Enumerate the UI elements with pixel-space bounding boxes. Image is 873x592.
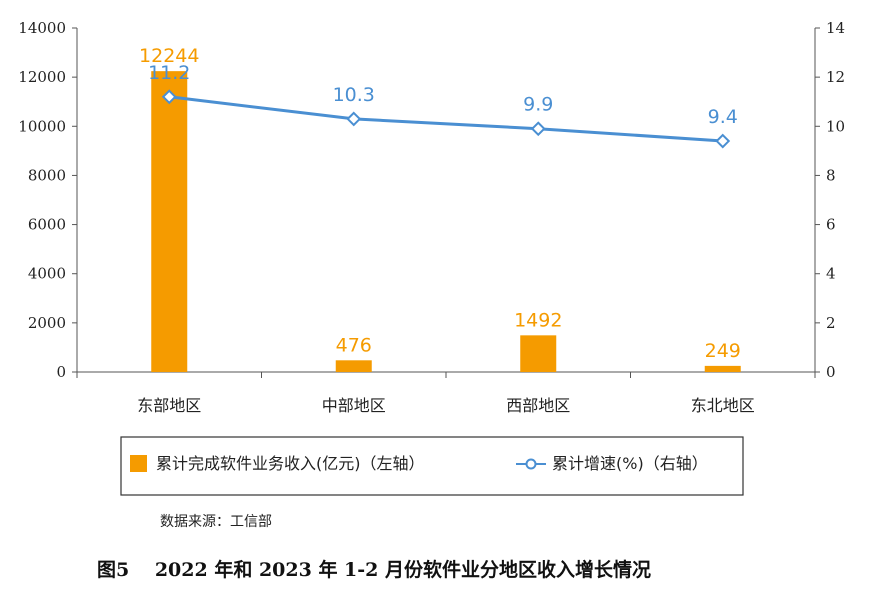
line-series — [161, 89, 731, 149]
left-axis-ticks: 0 2000 4000 6000 8000 10000 12000 14000 — [18, 19, 77, 381]
left-tick-label: 12000 — [18, 68, 66, 86]
left-tick-label: 10000 — [18, 117, 66, 135]
right-tick-label: 12 — [826, 68, 845, 86]
line-value-label: 11.2 — [148, 62, 190, 84]
legend-line-marker — [525, 458, 537, 470]
line-point-marker — [346, 111, 362, 127]
right-tick-label: 10 — [826, 117, 845, 135]
growth-line — [169, 95, 723, 143]
right-tick-label: 6 — [826, 216, 836, 234]
right-tick-label: 4 — [826, 265, 836, 283]
category-label: 中部地区 — [322, 396, 386, 415]
line-value-label: 9.4 — [708, 106, 738, 128]
left-tick-label: 8000 — [28, 166, 66, 184]
figure-caption: 图5 2022 年和 2023 年 1-2 月份软件业分地区收入增长情况 — [97, 558, 651, 581]
bar — [151, 71, 188, 372]
legend-line-label: 累计增速(%)（右轴） — [552, 454, 708, 473]
bar — [704, 365, 741, 372]
line-data-labels: 11.2 10.3 9.9 9.4 — [148, 62, 738, 128]
line-point-marker — [161, 89, 177, 105]
right-tick-label: 2 — [826, 314, 836, 332]
legend: 累计完成软件业务收入(亿元)（左轴） 累计增速(%)（右轴） — [120, 436, 744, 496]
line-point-marker — [715, 133, 731, 149]
source-note: 数据来源：工信部 — [160, 514, 272, 530]
left-tick-label: 0 — [56, 363, 66, 381]
bar — [335, 360, 372, 372]
right-tick-label: 14 — [826, 19, 845, 37]
left-tick-label: 4000 — [28, 265, 66, 283]
line-value-label: 10.3 — [333, 84, 375, 106]
category-label: 东北地区 — [691, 396, 755, 415]
bar — [520, 335, 557, 372]
left-tick-label: 6000 — [28, 216, 66, 234]
line-point-marker — [530, 121, 546, 137]
bar-value-label: 1492 — [514, 309, 562, 331]
category-label: 东部地区 — [137, 396, 201, 415]
bar-series — [151, 71, 741, 372]
left-tick-label: 14000 — [18, 19, 66, 37]
legend-bar-label: 累计完成软件业务收入(亿元)（左轴） — [156, 454, 425, 473]
bar-data-labels: 12244 476 1492 249 — [139, 45, 741, 362]
bar-value-label: 12244 — [139, 45, 199, 67]
right-tick-label: 0 — [826, 363, 836, 381]
category-label: 西部地区 — [506, 396, 570, 415]
category-labels: 东部地区 中部地区 西部地区 东北地区 — [137, 396, 755, 415]
legend-box — [120, 436, 744, 496]
right-axis-ticks: 0 2 4 6 8 10 12 14 — [815, 19, 845, 381]
bar-value-label: 476 — [336, 334, 372, 356]
category-ticks — [76, 372, 816, 378]
bar-value-label: 249 — [705, 340, 741, 362]
right-tick-label: 8 — [826, 166, 836, 184]
line-value-label: 9.9 — [523, 94, 553, 116]
legend-bar-swatch — [130, 455, 147, 472]
left-tick-label: 2000 — [28, 314, 66, 332]
